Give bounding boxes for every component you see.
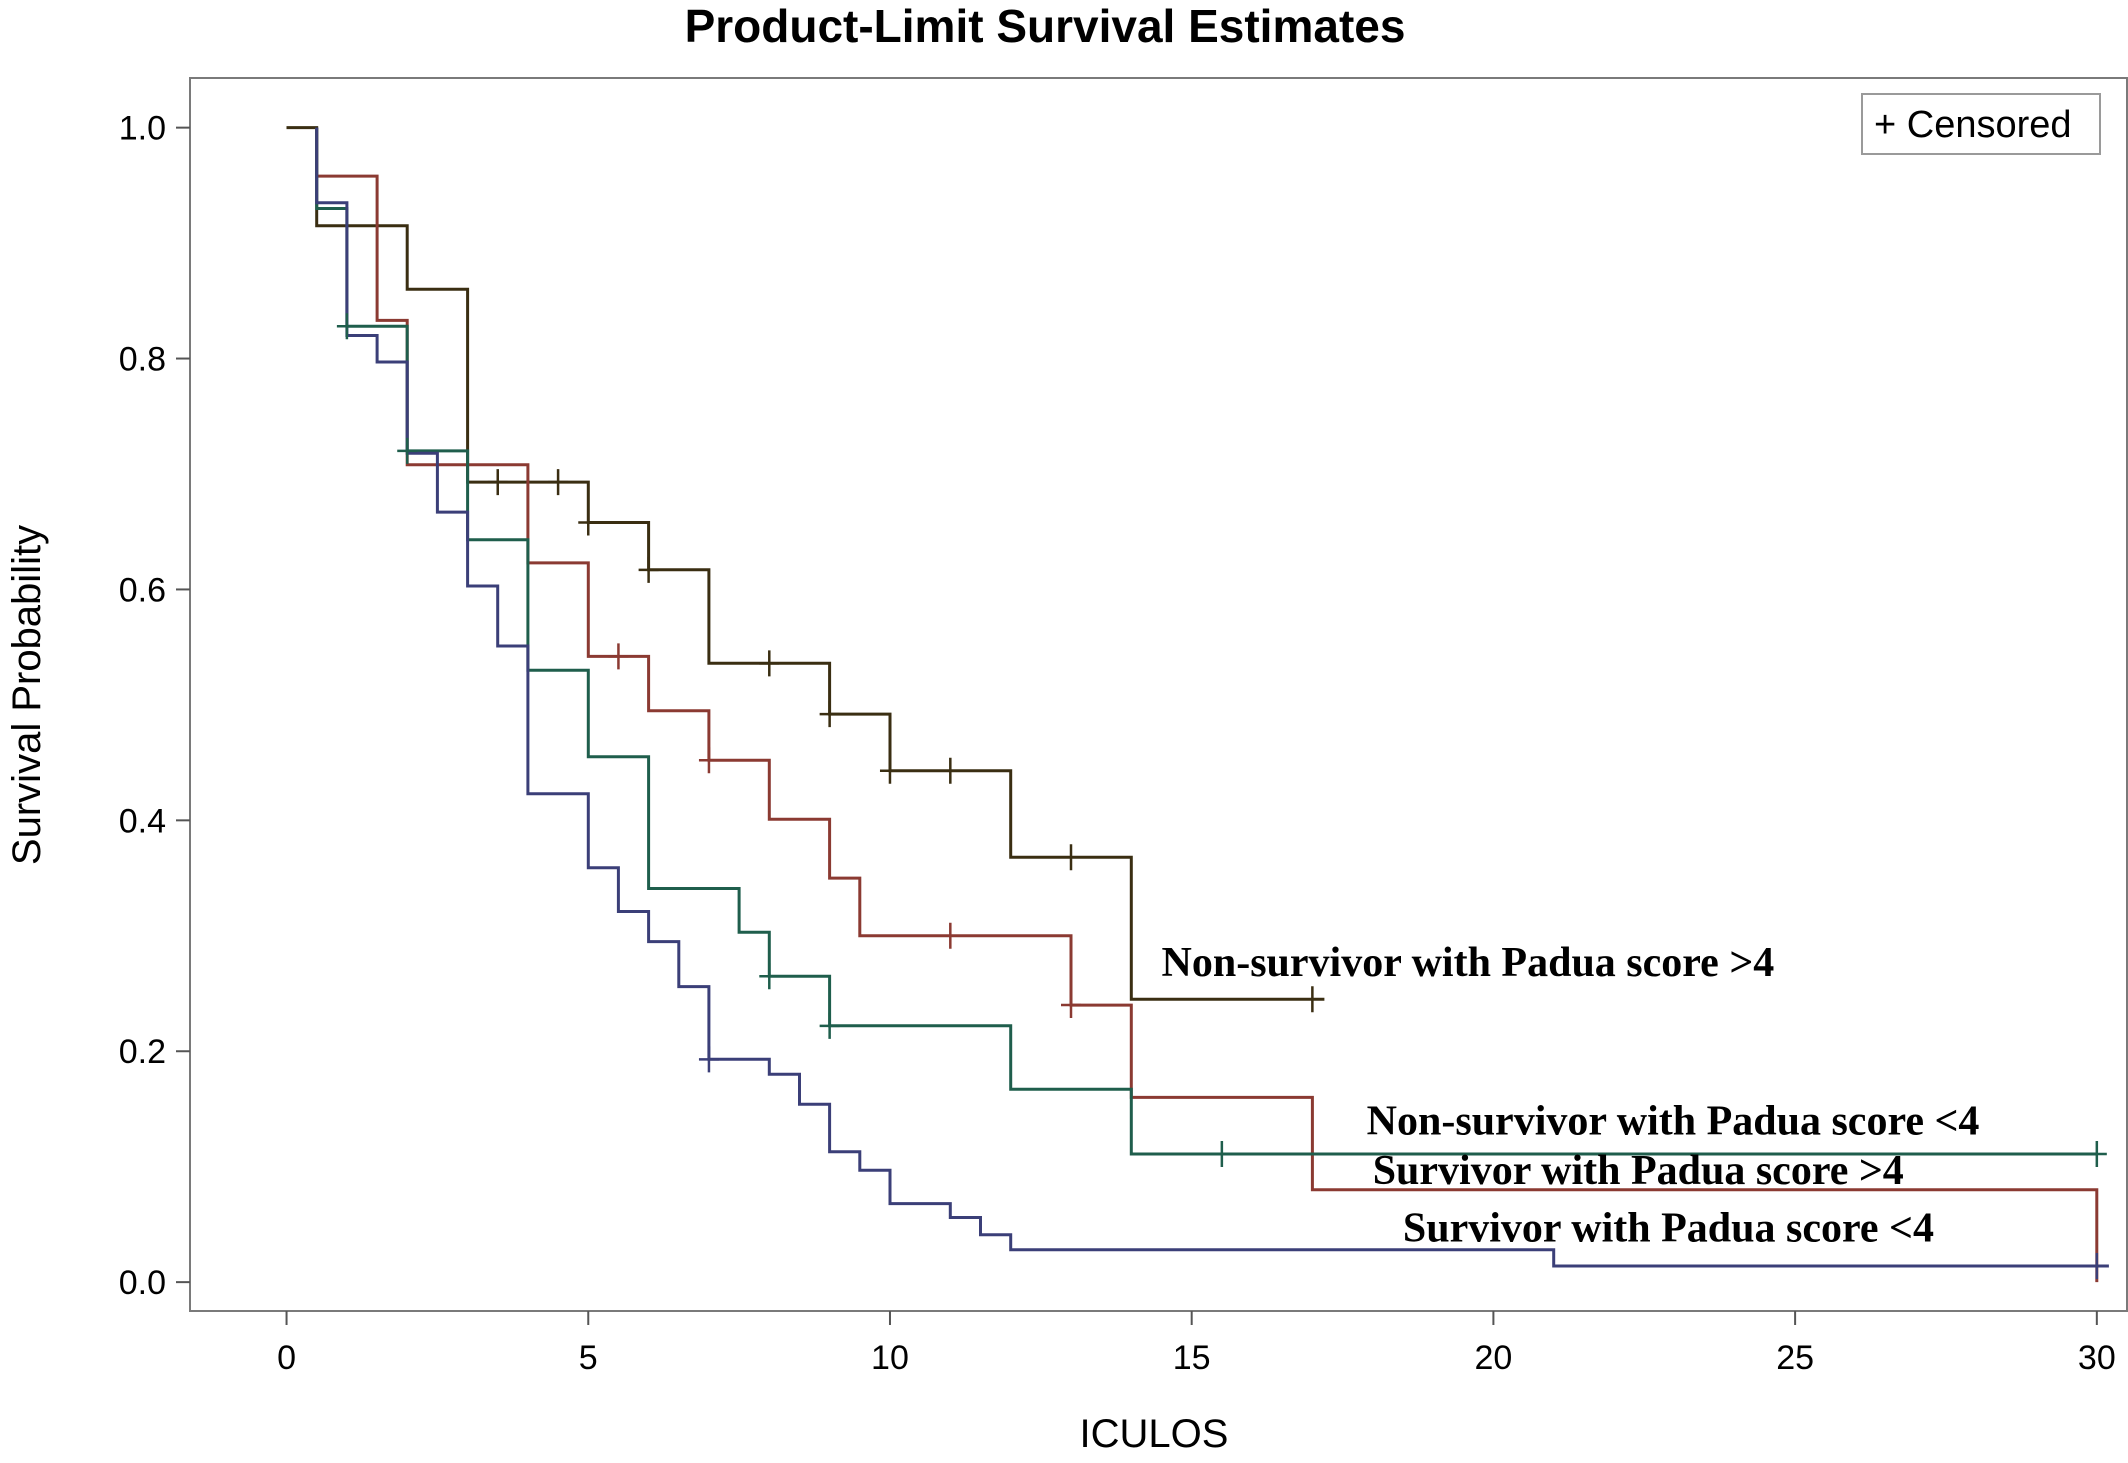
curve-annotation: Non-survivor with Padua score <4	[1367, 1098, 1980, 1144]
censor-mark	[638, 556, 659, 583]
legend-box	[1861, 93, 2101, 155]
censor-mark	[1061, 844, 1081, 871]
censor-mark	[578, 509, 599, 536]
y-tick-label: 0.2	[119, 1033, 166, 1071]
x-tick-label: 15	[1173, 1339, 1211, 1377]
curve-annotation: Non-survivor with Padua score >4	[1162, 940, 1775, 986]
x-tick-label: 5	[579, 1339, 598, 1377]
censor-mark	[336, 313, 357, 340]
censor-mark	[759, 963, 780, 990]
censor-mark	[2086, 1252, 2107, 1279]
x-axis: 0 5 10 15 20 25 30	[277, 1311, 2116, 1377]
legend-censored-label: + Censored	[1874, 104, 2072, 146]
x-tick-label: 25	[1776, 1339, 1814, 1377]
censor-mark	[548, 469, 569, 496]
y-tick-label: 0.6	[119, 571, 166, 609]
x-tick-label: 20	[1474, 1339, 1512, 1377]
x-tick-label: 30	[2078, 1339, 2116, 1377]
censor-mark	[2086, 1140, 2107, 1167]
series-line-1	[286, 126, 1325, 1001]
curve-annotation: Survivor with Padua score >4	[1373, 1148, 1904, 1194]
x-tick-label: 10	[871, 1339, 909, 1377]
censor-mark	[397, 437, 418, 464]
censor-mark	[940, 757, 961, 784]
x-axis-label: ICULOS	[1080, 1412, 1229, 1456]
curve-annotation: Survivor with Padua score <4	[1403, 1206, 1934, 1252]
censor-mark	[879, 757, 900, 784]
censor-mark	[1061, 992, 1081, 1019]
censor-mark	[819, 1012, 840, 1039]
censor-mark	[759, 650, 780, 677]
series-line-3	[315, 127, 2097, 1156]
censor-mark	[487, 469, 508, 496]
legend: + Censored	[1861, 93, 2101, 155]
censor-layer	[336, 313, 2107, 1279]
censor-mark	[698, 747, 719, 774]
y-tick-label: 0.0	[119, 1264, 166, 1302]
x-tick-label: 0	[277, 1339, 296, 1377]
y-tick-label: 1.0	[119, 110, 166, 148]
censor-mark	[1211, 1140, 1232, 1167]
plot-frame	[189, 77, 2128, 1312]
y-tick-label: 0.4	[119, 802, 166, 840]
censor-mark	[698, 1046, 719, 1073]
censor-mark	[819, 701, 840, 728]
y-axis-label: Survival Probability	[5, 525, 49, 865]
series-line-4	[315, 127, 2109, 1268]
censor-mark	[608, 643, 629, 670]
y-tick-label: 0.8	[119, 341, 166, 379]
censor-mark	[1302, 986, 1323, 1013]
series-layer	[286, 126, 2109, 1283]
censor-mark	[940, 922, 961, 949]
y-axis: 0.0 0.2 0.4 0.6 0.8 1.0	[119, 110, 190, 1302]
chart-title: Product-Limit Survival Estimates	[685, 0, 1406, 52]
annotation-layer: Non-survivor with Padua score >4 Non-surv…	[1162, 940, 1980, 1252]
